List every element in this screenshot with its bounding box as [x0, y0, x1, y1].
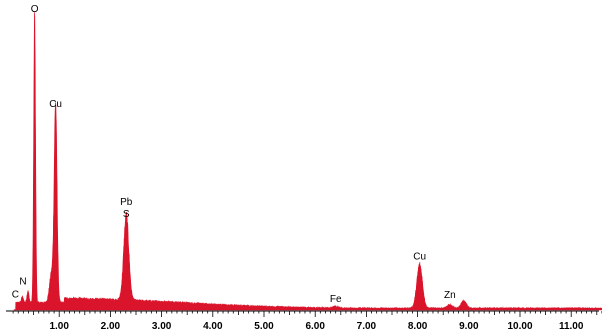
x-tick-label: 10.00 — [507, 321, 532, 332]
x-tick-label: 5.00 — [254, 321, 274, 332]
x-tick-label: 9.00 — [459, 321, 479, 332]
peak-label-s: S — [123, 209, 130, 220]
x-tick-label: 3.00 — [152, 321, 172, 332]
x-axis-ticks — [12, 311, 602, 317]
x-tick-label: 4.00 — [203, 321, 223, 332]
peak-label-o: O — [31, 4, 39, 15]
x-tick-label: 8.00 — [408, 321, 428, 332]
peak-label-n: N — [19, 277, 26, 288]
x-tick-label: 6.00 — [305, 321, 325, 332]
x-tick-label: 1.00 — [49, 321, 69, 332]
x-axis-tick-labels: 1.00 2.00 3.00 4.00 5.00 6.00 7.00 8.00 9.00 10.0… — [49, 321, 583, 332]
spectrum-area — [13, 11, 602, 311]
peak-label-c: C — [12, 289, 19, 300]
peak-labels: O Cu PbS NC Cu Fe Zn — [12, 4, 456, 305]
x-tick-label: 11.00 — [559, 321, 584, 332]
x-tick-label: 2.00 — [101, 321, 121, 332]
peak-label-fe: Fe — [330, 294, 342, 305]
x-tick-label: 7.00 — [357, 321, 377, 332]
peak-label-pb: Pb — [120, 197, 133, 208]
peak-label-cu: Cu — [413, 252, 426, 263]
peak-label-cu: Cu — [49, 99, 62, 110]
peak-label-zn: Zn — [444, 290, 456, 301]
